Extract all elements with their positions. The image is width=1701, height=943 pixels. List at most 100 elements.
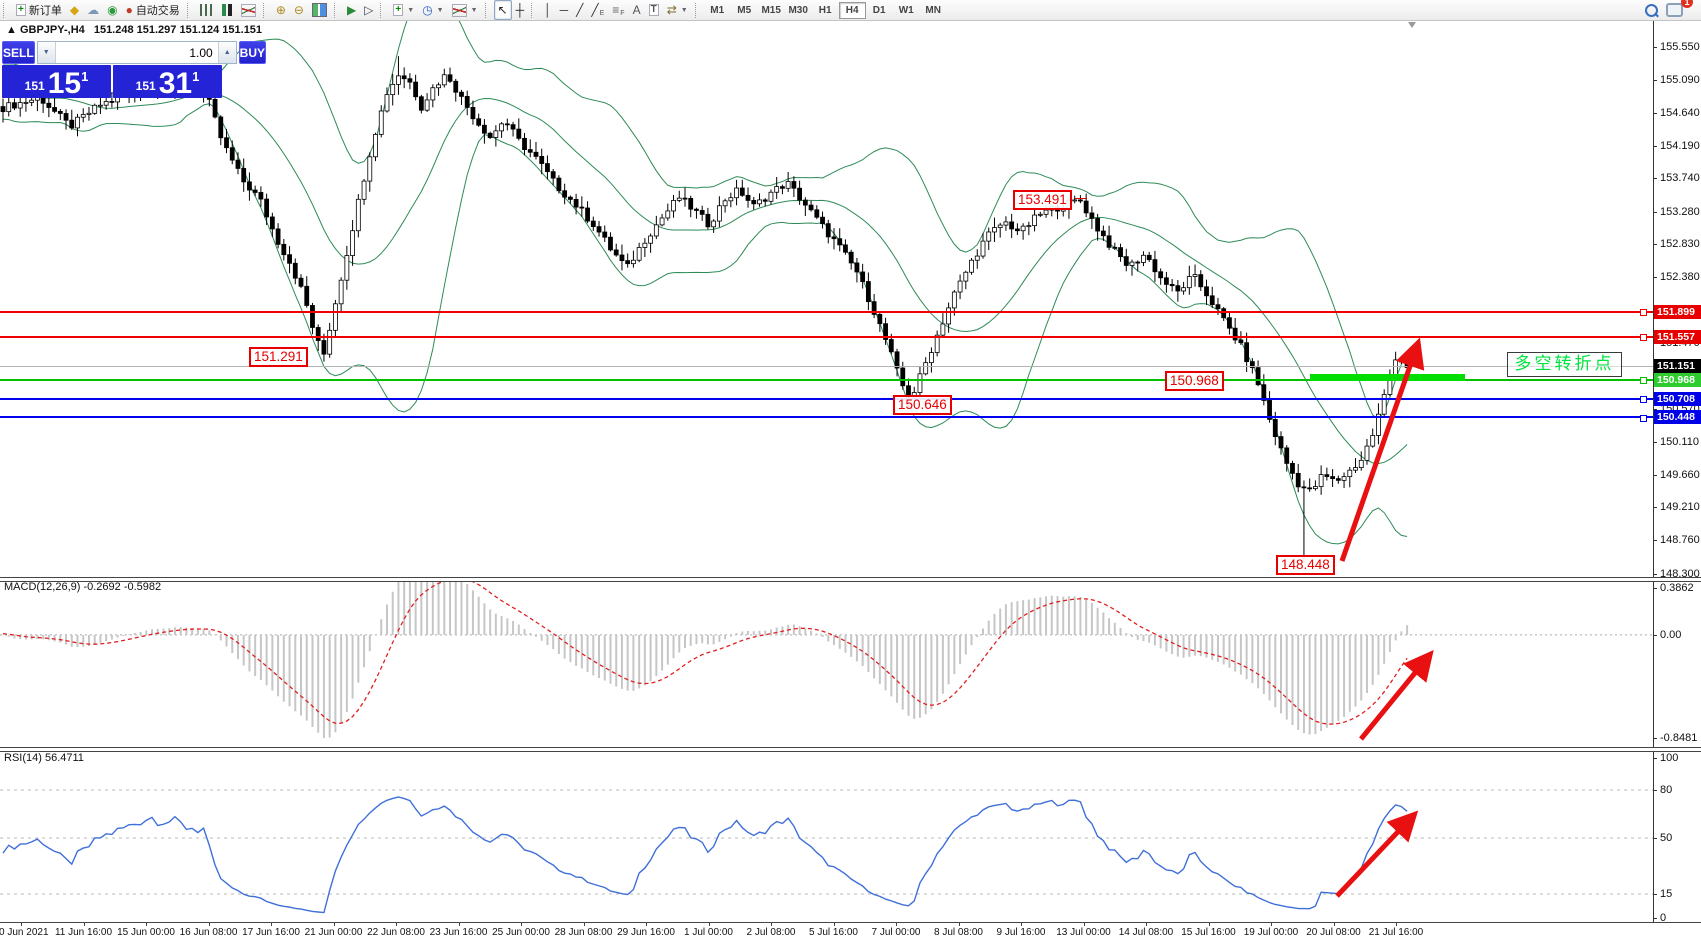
macd-chart[interactable] xyxy=(0,578,1653,747)
label-button[interactable]: T xyxy=(645,0,663,20)
chart-price-label[interactable]: 153.491 xyxy=(1013,190,1072,210)
new-order-glyph: + xyxy=(16,4,26,16)
timeframe-m5-button[interactable]: M5 xyxy=(737,4,752,16)
channel-button[interactable]: ╱ E xyxy=(591,3,605,17)
line-handle[interactable] xyxy=(1640,414,1647,422)
main-chart[interactable] xyxy=(0,20,1653,577)
zoom-out-button[interactable]: ⊖ xyxy=(290,0,308,20)
chat-button[interactable]: 1 xyxy=(1662,0,1693,20)
line-handle[interactable] xyxy=(1640,334,1647,342)
horizontal-line-151.151[interactable] xyxy=(0,365,1653,367)
sell-button[interactable]: SELL xyxy=(2,41,35,64)
cursor-button[interactable]: ↖ xyxy=(493,0,512,20)
chart-price-label[interactable]: 150.968 xyxy=(1165,371,1224,391)
rsi-tick xyxy=(1653,894,1657,895)
crosshair-button[interactable]: ┼ xyxy=(512,0,529,20)
candle xyxy=(1335,478,1341,481)
bars-chart-button[interactable] xyxy=(196,0,217,20)
candle xyxy=(229,147,235,161)
hline-button[interactable]: ─ xyxy=(556,0,573,20)
macd-tick-label: -0.8481 xyxy=(1660,732,1698,744)
candle xyxy=(1398,359,1404,363)
styler-icon[interactable]: ◆ xyxy=(66,0,83,20)
timeframe-w1-button[interactable]: W1 xyxy=(898,4,914,16)
candle xyxy=(6,102,12,113)
chart-price-label[interactable]: 150.646 xyxy=(893,395,952,415)
candle xyxy=(1312,486,1318,490)
templates-button[interactable]: ▼ xyxy=(448,0,482,20)
candle xyxy=(482,124,487,134)
candle xyxy=(344,255,350,281)
timeframe-m30-button[interactable]: M30 xyxy=(788,4,808,16)
candle xyxy=(929,352,934,364)
timeframe-h1-button[interactable]: H1 xyxy=(818,4,832,16)
rsi-panel-separator[interactable] xyxy=(0,747,1701,752)
candle xyxy=(92,104,98,114)
timeframe-m1-button[interactable]: M1 xyxy=(710,4,725,16)
chart-shift-button[interactable]: ▷ xyxy=(360,0,377,20)
line-handle[interactable] xyxy=(1640,309,1647,317)
buy-button[interactable]: BUY xyxy=(238,41,267,64)
candle xyxy=(963,271,969,282)
fibo-button[interactable]: ≡ F xyxy=(612,3,625,17)
timeframe-d1-button[interactable]: D1 xyxy=(872,4,886,16)
autoscroll-button[interactable]: ▶ xyxy=(343,0,360,20)
timeframe-m15-button[interactable]: M15 xyxy=(761,4,781,16)
sell-price-box[interactable]: 151 15 1 xyxy=(2,65,111,99)
autotrade-button[interactable]: ● 自动交易 xyxy=(122,0,184,20)
rsi-chart[interactable] xyxy=(0,752,1653,922)
trendline-button[interactable]: ╱ xyxy=(572,0,587,20)
periods-button[interactable]: ◷ ▼ xyxy=(418,0,447,20)
price-axis-flag: 150.708 xyxy=(1654,391,1701,406)
candle xyxy=(1347,469,1353,478)
timeframe-mn-button[interactable]: MN xyxy=(925,4,941,16)
time-tick xyxy=(458,922,460,926)
zoom-in-button[interactable]: ⊕ xyxy=(272,0,290,20)
horizontal-line-151.899[interactable] xyxy=(0,310,1653,313)
candle xyxy=(1318,474,1324,487)
chart-price-label[interactable]: 148.448 xyxy=(1276,555,1335,575)
macd-tick xyxy=(1653,588,1657,589)
indicators-button[interactable]: + ▼ xyxy=(389,0,418,20)
line-handle[interactable] xyxy=(1640,377,1647,385)
horizontal-line-150.968[interactable] xyxy=(0,378,1653,381)
candles-chart-button[interactable] xyxy=(217,0,237,20)
candle xyxy=(252,189,258,193)
text-button[interactable]: A xyxy=(629,0,645,20)
candle xyxy=(1141,254,1146,263)
price-tick-label: 152.830 xyxy=(1660,238,1700,251)
vline-button[interactable]: │ xyxy=(540,0,556,20)
macd-label: MACD(12,26,9) -0.2692 -0.5982 xyxy=(4,581,162,593)
quote-bar: ▲ GBPJPY-,H4 151.248 151.297 151.124 151… xyxy=(6,24,262,36)
horizontal-line-150.708[interactable] xyxy=(0,397,1653,400)
candle xyxy=(476,118,482,126)
volume-increase-button[interactable]: ▲ xyxy=(217,42,236,63)
line-chart-button[interactable] xyxy=(237,0,260,20)
horizontal-line-151.557[interactable] xyxy=(0,335,1653,338)
timeframe-h4-button[interactable]: H4 xyxy=(838,1,866,19)
annotation-text[interactable]: 多空转折点 xyxy=(1507,352,1622,377)
candle xyxy=(814,209,820,218)
arrows-button[interactable]: ⇄ ▼ xyxy=(663,0,692,20)
candle xyxy=(699,210,705,215)
new-order-button[interactable]: + 新订单 xyxy=(12,0,66,20)
candle xyxy=(1152,259,1158,273)
horizontal-line-150.448[interactable] xyxy=(0,416,1653,419)
rsi-tick-label: 0 xyxy=(1660,912,1667,924)
line-handle[interactable] xyxy=(1640,396,1647,404)
signal-icon[interactable]: ◉ xyxy=(103,0,121,20)
green-trend-bar[interactable] xyxy=(1310,374,1465,381)
price-tick-label: 154.190 xyxy=(1660,139,1700,152)
search-button[interactable] xyxy=(1641,0,1662,20)
volume-input[interactable] xyxy=(55,42,218,63)
candle xyxy=(401,75,407,80)
candle xyxy=(843,244,848,253)
chart-price-label[interactable]: 151.291 xyxy=(249,347,308,367)
tile-windows-button[interactable] xyxy=(308,0,331,20)
time-label: 23 Jun 16:00 xyxy=(429,927,488,938)
candle xyxy=(791,181,797,189)
profile-icon[interactable]: ☁ xyxy=(83,0,103,20)
volume-decrease-button[interactable]: ▼ xyxy=(37,42,56,63)
buy-price-box[interactable]: 151 31 1 xyxy=(113,65,222,99)
macd-panel-separator[interactable] xyxy=(0,577,1701,582)
